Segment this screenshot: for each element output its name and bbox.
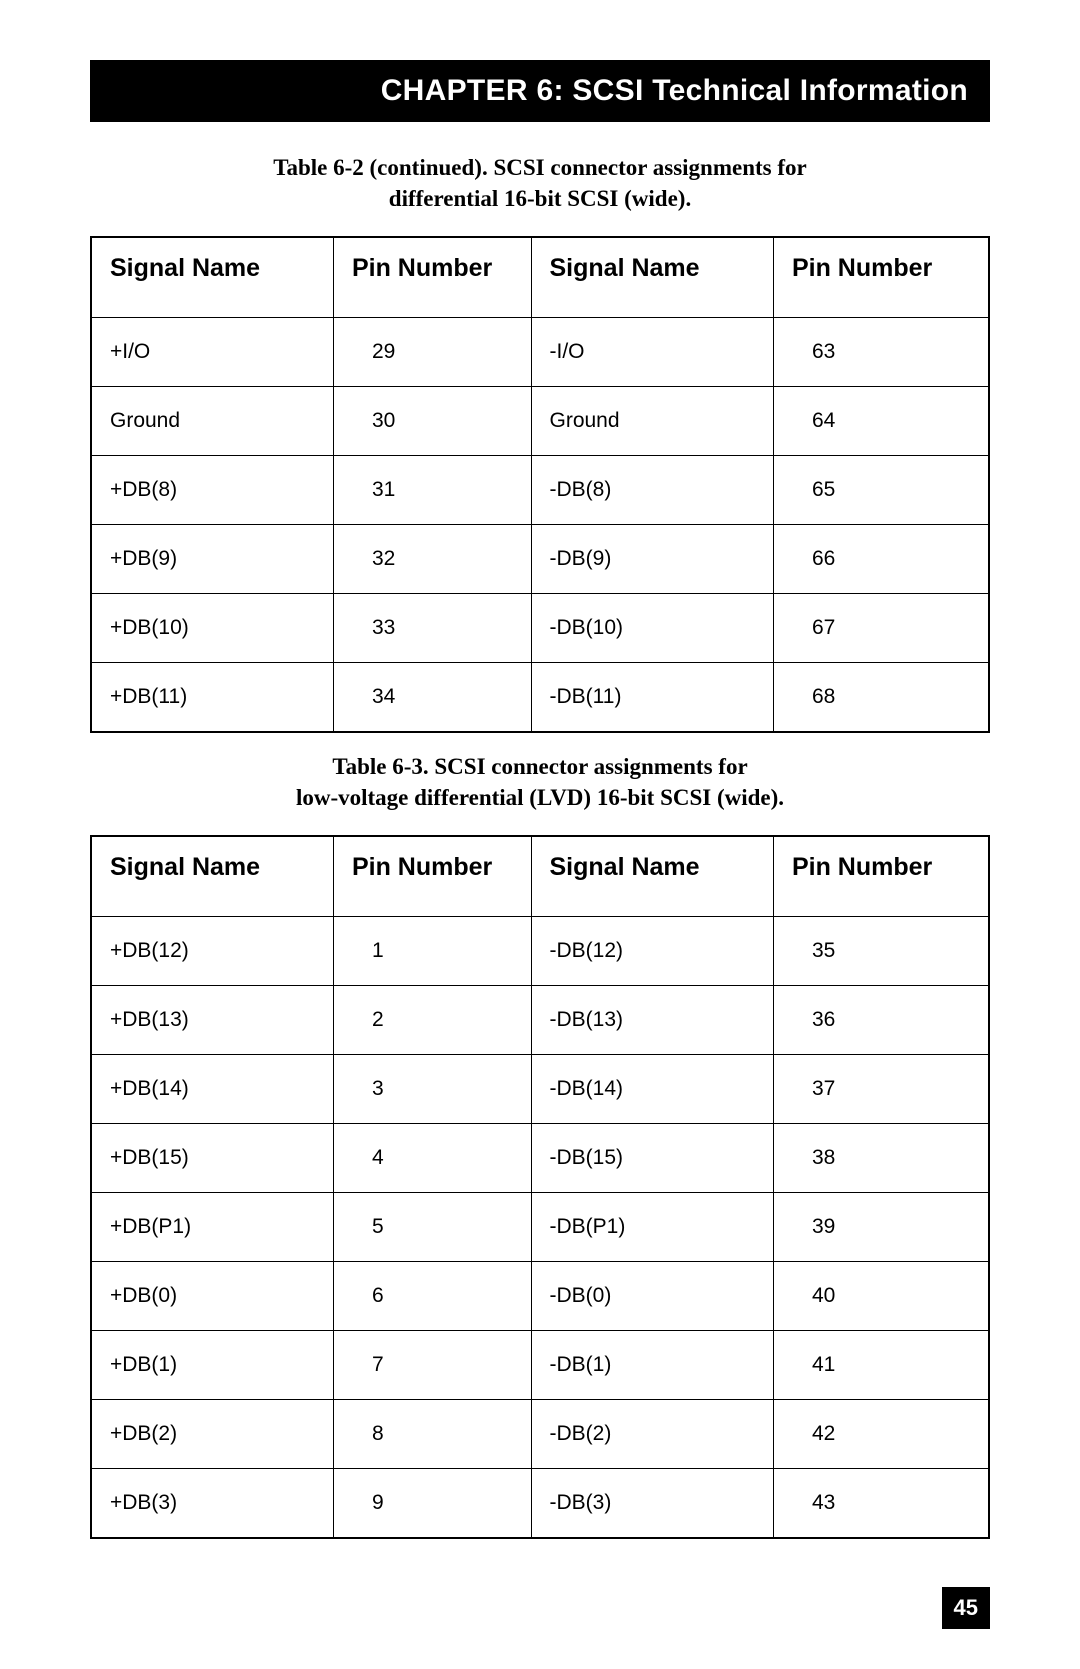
column-header: Signal Name bbox=[91, 237, 333, 318]
pin-number-cell: 40 bbox=[773, 1262, 989, 1331]
signal-name-cell: -DB(13) bbox=[531, 986, 773, 1055]
signal-name-cell: -DB(12) bbox=[531, 917, 773, 986]
document-page: CHAPTER 6: SCSI Technical Information Ta… bbox=[0, 0, 1080, 1669]
signal-name-cell: -DB(11) bbox=[531, 663, 773, 733]
pin-number-cell: 36 bbox=[773, 986, 989, 1055]
pin-number-cell: 8 bbox=[333, 1400, 531, 1469]
caption-line: differential 16-bit SCSI (wide). bbox=[389, 186, 691, 211]
pin-number-cell: 2 bbox=[333, 986, 531, 1055]
pin-number-cell: 31 bbox=[333, 456, 531, 525]
pin-number-cell: 35 bbox=[773, 917, 989, 986]
signal-name-cell: +DB(13) bbox=[91, 986, 333, 1055]
signal-name-cell: +DB(11) bbox=[91, 663, 333, 733]
signal-name-cell: +DB(12) bbox=[91, 917, 333, 986]
pin-number-cell: 64 bbox=[773, 387, 989, 456]
table-row: +DB(11)34-DB(11)68 bbox=[91, 663, 989, 733]
table-6-2-caption: Table 6-2 (continued). SCSI connector as… bbox=[180, 152, 900, 214]
pin-number-cell: 66 bbox=[773, 525, 989, 594]
table-row: +DB(3)9-DB(3)43 bbox=[91, 1469, 989, 1539]
table-row: Ground30Ground64 bbox=[91, 387, 989, 456]
signal-name-cell: -DB(1) bbox=[531, 1331, 773, 1400]
pin-number-cell: 32 bbox=[333, 525, 531, 594]
signal-name-cell: -DB(14) bbox=[531, 1055, 773, 1124]
table-row: +DB(2)8-DB(2)42 bbox=[91, 1400, 989, 1469]
pin-number-cell: 41 bbox=[773, 1331, 989, 1400]
pin-number-cell: 39 bbox=[773, 1193, 989, 1262]
signal-name-cell: +DB(14) bbox=[91, 1055, 333, 1124]
pin-assignment-table-6-2: Signal Name Pin Number Signal Name Pin N… bbox=[90, 236, 990, 733]
signal-name-cell: -DB(P1) bbox=[531, 1193, 773, 1262]
table-row: +DB(15)4-DB(15)38 bbox=[91, 1124, 989, 1193]
pin-number-cell: 5 bbox=[333, 1193, 531, 1262]
pin-number-cell: 34 bbox=[333, 663, 531, 733]
signal-name-cell: -DB(15) bbox=[531, 1124, 773, 1193]
table-row: +DB(9)32-DB(9)66 bbox=[91, 525, 989, 594]
signal-name-cell: -DB(8) bbox=[531, 456, 773, 525]
signal-name-cell: -DB(2) bbox=[531, 1400, 773, 1469]
signal-name-cell: -DB(0) bbox=[531, 1262, 773, 1331]
column-header: Pin Number bbox=[333, 836, 531, 917]
table-header-row: Signal Name Pin Number Signal Name Pin N… bbox=[91, 836, 989, 917]
caption-line: Table 6-2 (continued). SCSI connector as… bbox=[273, 155, 807, 180]
pin-number-cell: 68 bbox=[773, 663, 989, 733]
pin-number-cell: 37 bbox=[773, 1055, 989, 1124]
table-header-row: Signal Name Pin Number Signal Name Pin N… bbox=[91, 237, 989, 318]
signal-name-cell: -DB(3) bbox=[531, 1469, 773, 1539]
pin-number-cell: 1 bbox=[333, 917, 531, 986]
pin-number-cell: 30 bbox=[333, 387, 531, 456]
pin-number-cell: 6 bbox=[333, 1262, 531, 1331]
table-row: +I/O29-I/O63 bbox=[91, 318, 989, 387]
signal-name-cell: +DB(10) bbox=[91, 594, 333, 663]
pin-number-cell: 43 bbox=[773, 1469, 989, 1539]
table-row: +DB(0)6-DB(0)40 bbox=[91, 1262, 989, 1331]
column-header: Signal Name bbox=[91, 836, 333, 917]
signal-name-cell: Ground bbox=[531, 387, 773, 456]
caption-line: low-voltage differential (LVD) 16-bit SC… bbox=[296, 785, 784, 810]
pin-number-cell: 7 bbox=[333, 1331, 531, 1400]
signal-name-cell: -DB(9) bbox=[531, 525, 773, 594]
signal-name-cell: +DB(2) bbox=[91, 1400, 333, 1469]
table-row: +DB(12)1-DB(12)35 bbox=[91, 917, 989, 986]
signal-name-cell: +DB(0) bbox=[91, 1262, 333, 1331]
table-row: +DB(10)33-DB(10)67 bbox=[91, 594, 989, 663]
pin-number-cell: 38 bbox=[773, 1124, 989, 1193]
pin-number-cell: 42 bbox=[773, 1400, 989, 1469]
chapter-header-bar: CHAPTER 6: SCSI Technical Information bbox=[90, 60, 990, 122]
signal-name-cell: +DB(P1) bbox=[91, 1193, 333, 1262]
pin-assignment-table-6-3: Signal Name Pin Number Signal Name Pin N… bbox=[90, 835, 990, 1539]
table-row: +DB(8)31-DB(8)65 bbox=[91, 456, 989, 525]
signal-name-cell: Ground bbox=[91, 387, 333, 456]
signal-name-cell: +DB(8) bbox=[91, 456, 333, 525]
pin-number-cell: 3 bbox=[333, 1055, 531, 1124]
table-6-3-caption: Table 6-3. SCSI connector assignments fo… bbox=[180, 751, 900, 813]
pin-number-cell: 4 bbox=[333, 1124, 531, 1193]
column-header: Signal Name bbox=[531, 836, 773, 917]
signal-name-cell: -DB(10) bbox=[531, 594, 773, 663]
table-row: +DB(14)3-DB(14)37 bbox=[91, 1055, 989, 1124]
table-row: +DB(1)7-DB(1)41 bbox=[91, 1331, 989, 1400]
signal-name-cell: -I/O bbox=[531, 318, 773, 387]
pin-number-cell: 63 bbox=[773, 318, 989, 387]
caption-line: Table 6-3. SCSI connector assignments fo… bbox=[332, 754, 747, 779]
signal-name-cell: +DB(1) bbox=[91, 1331, 333, 1400]
table-row: +DB(P1)5-DB(P1)39 bbox=[91, 1193, 989, 1262]
signal-name-cell: +DB(9) bbox=[91, 525, 333, 594]
signal-name-cell: +DB(3) bbox=[91, 1469, 333, 1539]
page-number-badge: 45 bbox=[942, 1587, 990, 1629]
pin-number-cell: 29 bbox=[333, 318, 531, 387]
column-header: Pin Number bbox=[333, 237, 531, 318]
pin-number-cell: 9 bbox=[333, 1469, 531, 1539]
column-header: Pin Number bbox=[773, 836, 989, 917]
pin-number-cell: 65 bbox=[773, 456, 989, 525]
pin-number-cell: 67 bbox=[773, 594, 989, 663]
column-header: Signal Name bbox=[531, 237, 773, 318]
column-header: Pin Number bbox=[773, 237, 989, 318]
signal-name-cell: +I/O bbox=[91, 318, 333, 387]
pin-number-cell: 33 bbox=[333, 594, 531, 663]
table-row: +DB(13)2-DB(13)36 bbox=[91, 986, 989, 1055]
signal-name-cell: +DB(15) bbox=[91, 1124, 333, 1193]
